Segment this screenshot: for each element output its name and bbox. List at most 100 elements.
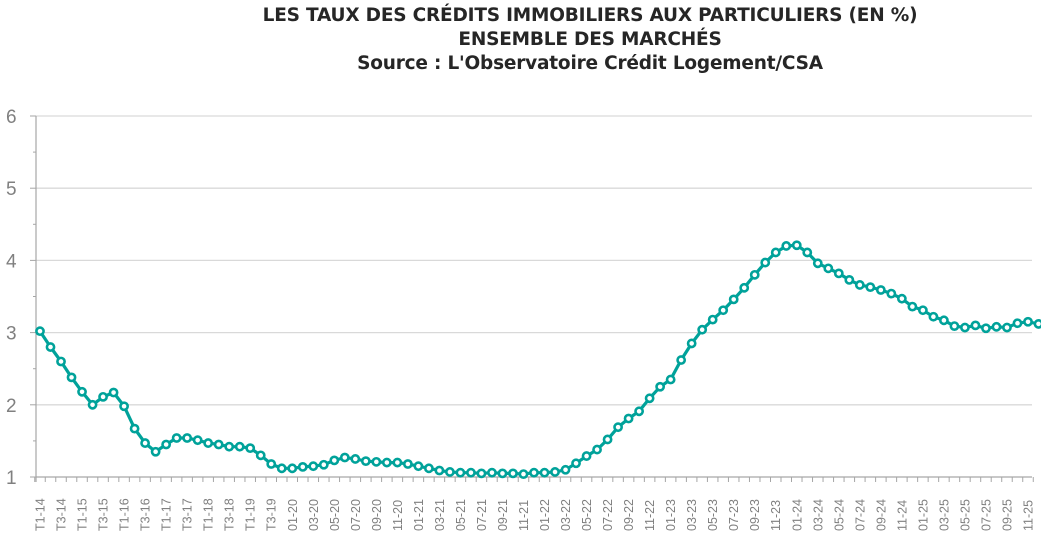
x-tick-label: 03-23: [685, 499, 699, 531]
x-tick-label: 03-21: [433, 499, 447, 531]
x-tick-label: 07-23: [727, 499, 741, 531]
data-point-marker: [339, 452, 350, 463]
data-point-marker: [402, 459, 413, 469]
data-point-marker: [550, 467, 560, 477]
data-point-marker: [833, 268, 844, 279]
data-point-marker: [45, 342, 56, 352]
data-point-marker: [318, 459, 329, 470]
data-point-marker: [676, 355, 687, 365]
x-tick-label: 01-21: [412, 499, 426, 531]
data-point-marker: [1033, 319, 1041, 329]
data-point-marker: [949, 321, 960, 332]
data-point-marker: [981, 323, 991, 334]
x-tick-label: 11-23: [769, 500, 783, 531]
data-point-marker: [613, 422, 623, 433]
x-tick-label: 11-25: [1022, 500, 1036, 531]
data-point-marker: [592, 444, 602, 455]
data-point-marker: [234, 441, 245, 452]
data-point-marker: [192, 435, 203, 446]
data-point-marker: [434, 465, 445, 476]
data-point-marker: [508, 468, 518, 479]
chart-subtitle: ENSEMBLE DES MARCHÉS: [458, 29, 722, 50]
x-axis: T1-14 T3-14 T1-15 T3-15 T1-16 T3-16 T1-17 T3-17…: [34, 476, 1036, 531]
data-point-marker: [917, 305, 928, 316]
data-point-marker: [487, 467, 497, 478]
x-tick-label: T3-15: [97, 498, 111, 531]
chart-title-block: LES TAUX DES CRÉDITS IMMOBILIERS AUX PAR…: [140, 4, 1040, 76]
y-tick-label: 3: [6, 324, 17, 345]
x-tick-label: 09-25: [1000, 499, 1014, 531]
data-point-marker: [939, 315, 949, 326]
data-point-marker: [739, 282, 750, 293]
x-tick-label: T1-18: [202, 498, 216, 531]
chart-source: Source : L'Observatoire Crédit Logement/…: [357, 53, 823, 74]
data-point-marker: [140, 438, 151, 448]
data-point-marker: [413, 461, 424, 472]
data-point-marker: [886, 288, 897, 299]
data-point-marker: [718, 305, 729, 316]
data-point-marker: [35, 326, 45, 337]
x-tick-label: 01-24: [790, 499, 804, 531]
data-point-marker: [497, 468, 508, 479]
x-tick-label: 03-22: [559, 499, 573, 531]
x-tick-label: T3-16: [139, 498, 153, 531]
data-point-marker: [812, 258, 823, 269]
y-tick-label: 2: [6, 396, 17, 417]
x-tick-label: 01-20: [286, 499, 300, 531]
data-point-marker: [329, 455, 340, 466]
data-point-marker: [823, 263, 834, 274]
data-point-marker: [255, 450, 266, 461]
data-point-marker: [928, 311, 939, 322]
x-tick-label: 01-22: [538, 499, 552, 531]
x-tick-label: 03-24: [811, 499, 825, 531]
data-point-marker: [802, 247, 813, 258]
data-point-marker: [1002, 322, 1012, 333]
data-point-marker: [308, 461, 319, 472]
data-point-marker: [56, 356, 66, 367]
x-tick-label: 05-24: [832, 499, 846, 531]
data-point-marker: [602, 434, 613, 445]
data-point-marker: [770, 247, 781, 258]
data-point-marker: [665, 374, 676, 385]
x-tick-label: 05-21: [454, 499, 468, 531]
data-point-marker: [896, 293, 907, 304]
data-point-marker: [907, 301, 918, 312]
x-tick-label: 11-20: [391, 500, 405, 531]
x-tick-label: 11-24: [895, 500, 909, 531]
data-point-marker: [466, 467, 476, 478]
data-point-marker: [392, 457, 403, 468]
y-axis: 1 2 3 4 5 6: [6, 107, 37, 489]
data-point-marker: [150, 446, 161, 457]
data-point-marker: [276, 463, 287, 474]
x-tick-label: 03-25: [937, 499, 951, 531]
x-tick-label: T3-14: [55, 498, 69, 531]
data-point-marker: [129, 423, 140, 434]
data-point-marker: [203, 438, 214, 448]
data-point-marker: [66, 372, 77, 383]
data-point-marker: [171, 433, 182, 443]
data-point-marker: [634, 406, 645, 417]
data-point-marker: [865, 282, 876, 293]
x-tick-label: T3-18: [223, 498, 237, 531]
data-point-marker: [875, 285, 886, 295]
x-tick-label: 05-23: [706, 499, 720, 531]
data-point-marker: [686, 338, 697, 349]
data-point-marker: [245, 443, 256, 454]
data-point-marker: [360, 456, 371, 467]
data-point-marker: [1012, 318, 1023, 329]
data-point-marker: [655, 381, 666, 392]
data-point-marker: [266, 459, 277, 469]
x-tick-label: T1-14: [34, 498, 48, 531]
x-tick-label: 09-23: [748, 499, 762, 531]
data-point-marker: [970, 320, 981, 331]
x-tick-label: 07-22: [601, 499, 615, 531]
data-point-marker: [371, 456, 382, 467]
x-tick-label: 09-20: [370, 499, 384, 531]
data-point-marker: [991, 321, 1002, 332]
data-point-marker: [213, 439, 224, 450]
y-tick-label: 5: [6, 179, 17, 200]
data-point-marker: [423, 463, 434, 474]
data-point-marker: [108, 387, 119, 398]
x-tick-label: T3-19: [265, 498, 279, 531]
